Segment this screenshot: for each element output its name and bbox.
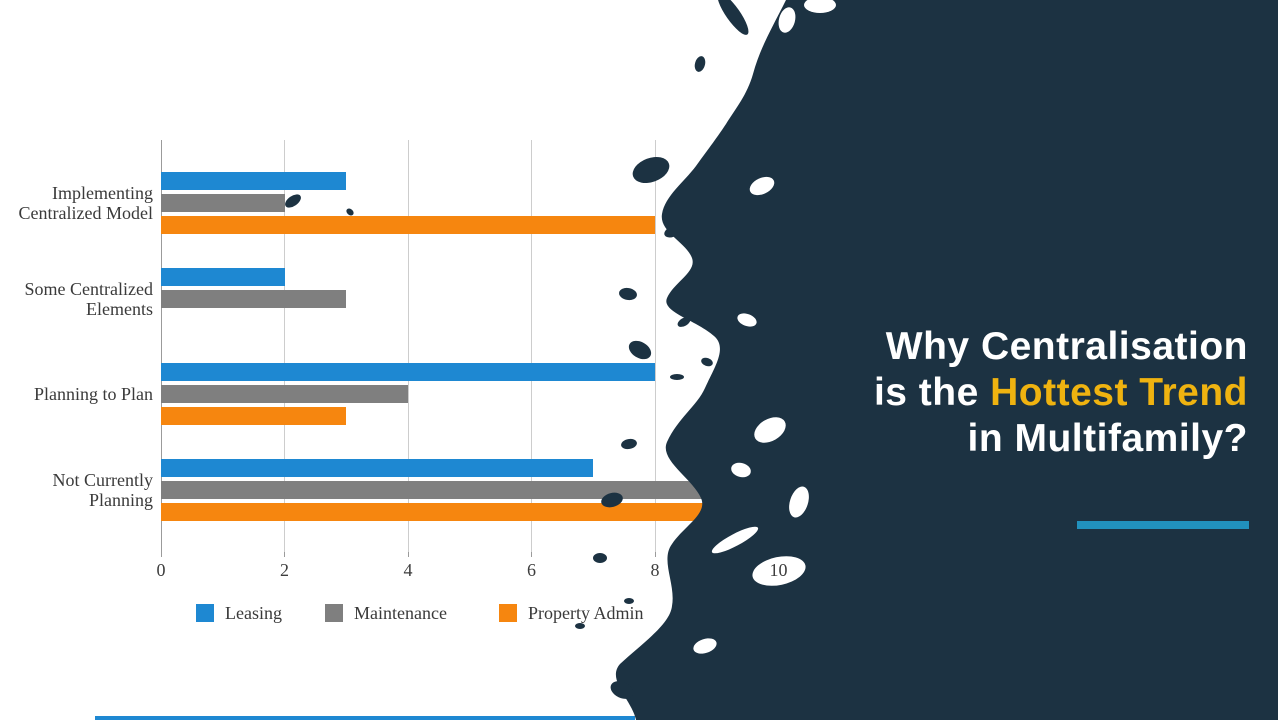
tick-mark-x-4 [407,552,409,557]
category-label-line: Not Currently [52,470,154,490]
bar-maintenance [161,481,779,499]
category-label-line: Elements [86,299,153,319]
category-label: Planning to Plan [0,362,153,426]
bar-leasing [161,268,285,286]
category-label: Implementing Centralized Model [0,171,153,235]
title-line-2-highlight: Hottest Trend [990,371,1248,414]
bar-maintenance [161,194,285,212]
category-label-line: Planning to Plan [33,384,153,404]
legend-swatch [499,604,517,622]
gridline-x-0 [160,140,162,552]
gridline-x-6 [531,140,532,552]
slide-title: Why Centralisation is the Hottest Trend … [628,324,1248,462]
tick-mark-x-0 [160,552,162,557]
bar-property-admin [161,216,655,234]
gridline-x-8 [654,140,656,552]
bar-maintenance [161,290,347,308]
category-label: Some Centralized Elements [0,267,153,331]
bar-leasing [161,363,655,381]
bar-leasing [161,172,347,190]
tick-mark-x-8 [654,552,656,557]
category-label-line: Planning [88,490,153,510]
title-line-3: in Multifamily? [967,417,1248,460]
bar-leasing [161,459,594,477]
gridline-x-2 [284,140,285,552]
title-line-1: Why Centralisation [885,325,1248,368]
category-label-line: Implementing [52,183,153,203]
ink-splatter-holes [693,0,836,654]
tick-mark-x-6 [531,552,532,557]
legend-label: Property Admin [528,603,644,623]
category-label-line: Centralized Model [18,203,153,223]
category-label-line: Some Centralized [24,279,153,299]
category-label: Not Currently Planning [0,458,154,522]
legend-label: Maintenance [354,603,447,623]
tick-mark-x-2 [284,552,285,557]
bar-property-admin [161,503,717,521]
title-line-2-prefix: is the [873,371,991,414]
title-line-2: is the Hottest Trend [628,370,1248,416]
title-underline [1077,521,1249,529]
bottom-accent-line [95,716,635,720]
legend-label: Leasing [225,603,282,623]
bar-maintenance [161,385,408,403]
ink-splatter-mass [285,0,1278,720]
legend-swatch [196,604,214,622]
gridline-x-4 [407,140,409,552]
bar-property-admin [161,407,347,425]
legend-swatch [325,604,343,622]
